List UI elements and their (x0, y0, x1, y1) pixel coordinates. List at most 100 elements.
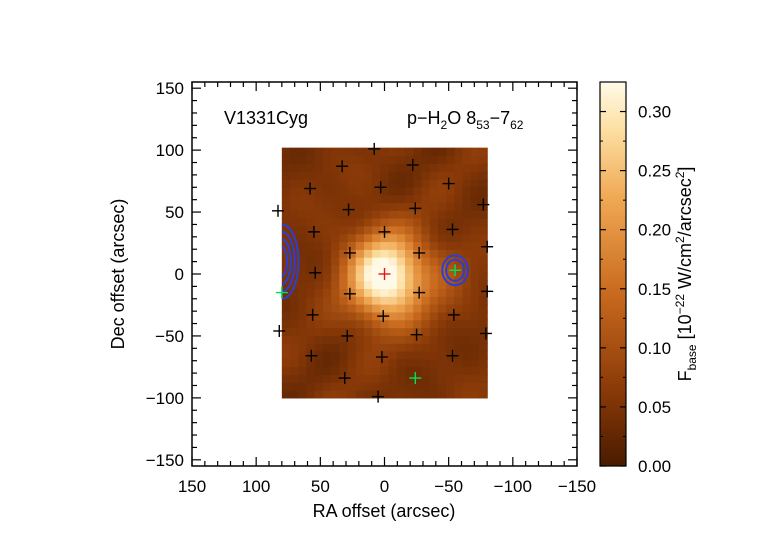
heatmap-cell (314, 343, 324, 352)
line-label-mid: O 8 (447, 108, 476, 128)
heatmap-cell (281, 335, 291, 344)
heatmap-cell (429, 178, 439, 188)
heatmap-cell (437, 163, 447, 172)
heatmap-cell (355, 272, 365, 282)
heatmap-cell (454, 374, 464, 383)
heatmap-cell (306, 366, 316, 376)
heatmap-cell (388, 280, 398, 289)
heatmap-cell (306, 374, 316, 383)
heatmap-cell (446, 288, 455, 297)
heatmap-cell (322, 233, 332, 243)
heatmap-cell (339, 343, 349, 352)
heatmap-cell (429, 280, 439, 289)
heatmap-cell (478, 296, 488, 305)
heatmap-cell (470, 382, 480, 391)
heatmap-cell (405, 225, 414, 235)
heatmap-cell (380, 288, 390, 297)
heatmap-cell (462, 147, 472, 157)
x-tick-label: −50 (434, 477, 463, 496)
heatmap-cell (281, 210, 291, 219)
cbar-label-unit-b: /arcsec (675, 178, 695, 236)
heatmap-cell (478, 163, 488, 172)
heatmap-cell (388, 272, 398, 282)
heatmap-cell (454, 311, 464, 321)
heatmap-cell (470, 296, 480, 305)
heatmap-cell (405, 311, 414, 321)
heatmap-cell (413, 257, 423, 266)
heatmap-cell (298, 296, 308, 305)
heatmap-cell (306, 225, 316, 235)
heatmap-cell (347, 147, 357, 157)
heatmap-cell (413, 382, 423, 391)
heatmap-cell (298, 343, 308, 352)
heatmap-cell (331, 374, 340, 383)
heatmap-cell (470, 225, 480, 235)
heatmap-cell (388, 178, 398, 188)
heatmap-cell (322, 304, 332, 313)
heatmap-cell (363, 335, 373, 344)
heatmap-cell (355, 218, 365, 227)
heatmap-cell (380, 163, 390, 172)
heatmap-cell (388, 186, 398, 196)
heatmap-cell (405, 264, 414, 274)
heatmap-cell (331, 382, 340, 391)
heatmap-cell (339, 319, 349, 329)
heatmap-cell (462, 210, 472, 219)
heatmap-cell (462, 335, 472, 344)
heatmap-cell (446, 241, 455, 250)
heatmap-cell (462, 366, 472, 376)
cbar-label-exp2: 2 (673, 236, 687, 243)
heatmap-cell (380, 296, 390, 305)
heatmap-cell (306, 210, 316, 219)
heatmap-cell (380, 350, 390, 360)
heatmap-cell (388, 210, 398, 219)
heatmap-cell (355, 296, 365, 305)
heatmap-cell (429, 390, 439, 399)
y-axis-label: Dec offset (arcsec) (108, 199, 128, 350)
heatmap-cell (281, 304, 291, 313)
heatmap-cell (281, 311, 291, 321)
heatmap-cell (429, 264, 439, 274)
heatmap-cell (388, 288, 398, 297)
heatmap-cell (429, 374, 439, 383)
heatmap-cell (396, 358, 406, 368)
heatmap-cell (331, 311, 340, 321)
spaxel-marker (409, 202, 422, 215)
heatmap-cell (331, 319, 340, 329)
heatmap-cell (314, 171, 324, 180)
heatmap-cell (331, 233, 340, 243)
heatmap-cell (306, 171, 316, 180)
heatmap-cell (388, 233, 398, 243)
heatmap-cell (290, 335, 299, 344)
heatmap-cell (462, 171, 472, 180)
heatmap-cell (388, 163, 398, 172)
heatmap-cell (470, 163, 480, 172)
heatmap-cell (421, 327, 431, 336)
heatmap-cell (355, 257, 365, 266)
heatmap-cell (339, 233, 349, 243)
heatmap-cell (478, 382, 488, 391)
heatmap-cell (421, 319, 431, 329)
heatmap-cell (421, 186, 431, 196)
heatmap-cell (380, 218, 390, 227)
heatmap-cell (347, 163, 357, 172)
spaxel-marker (447, 308, 460, 321)
heatmap-cell (396, 366, 406, 376)
heatmap-cell (306, 178, 316, 188)
spaxel-marker (479, 327, 492, 340)
heatmap-cell (413, 343, 423, 352)
heatmap-cell (306, 194, 316, 203)
heatmap-cell (454, 241, 464, 250)
heatmap-cell (380, 327, 390, 336)
heatmap-cell (429, 210, 439, 219)
heatmap-cell (331, 358, 340, 368)
heatmap-cell (462, 194, 472, 203)
heatmap-cell (437, 350, 447, 360)
heatmap-cell (380, 147, 390, 157)
cbar-label-exp3: 2 (673, 171, 687, 178)
heatmap-cell (355, 241, 365, 250)
heatmap-cell (388, 374, 398, 383)
spaxel-marker (406, 158, 419, 171)
heatmap-cell (454, 163, 464, 172)
heatmap-cell (290, 171, 299, 180)
